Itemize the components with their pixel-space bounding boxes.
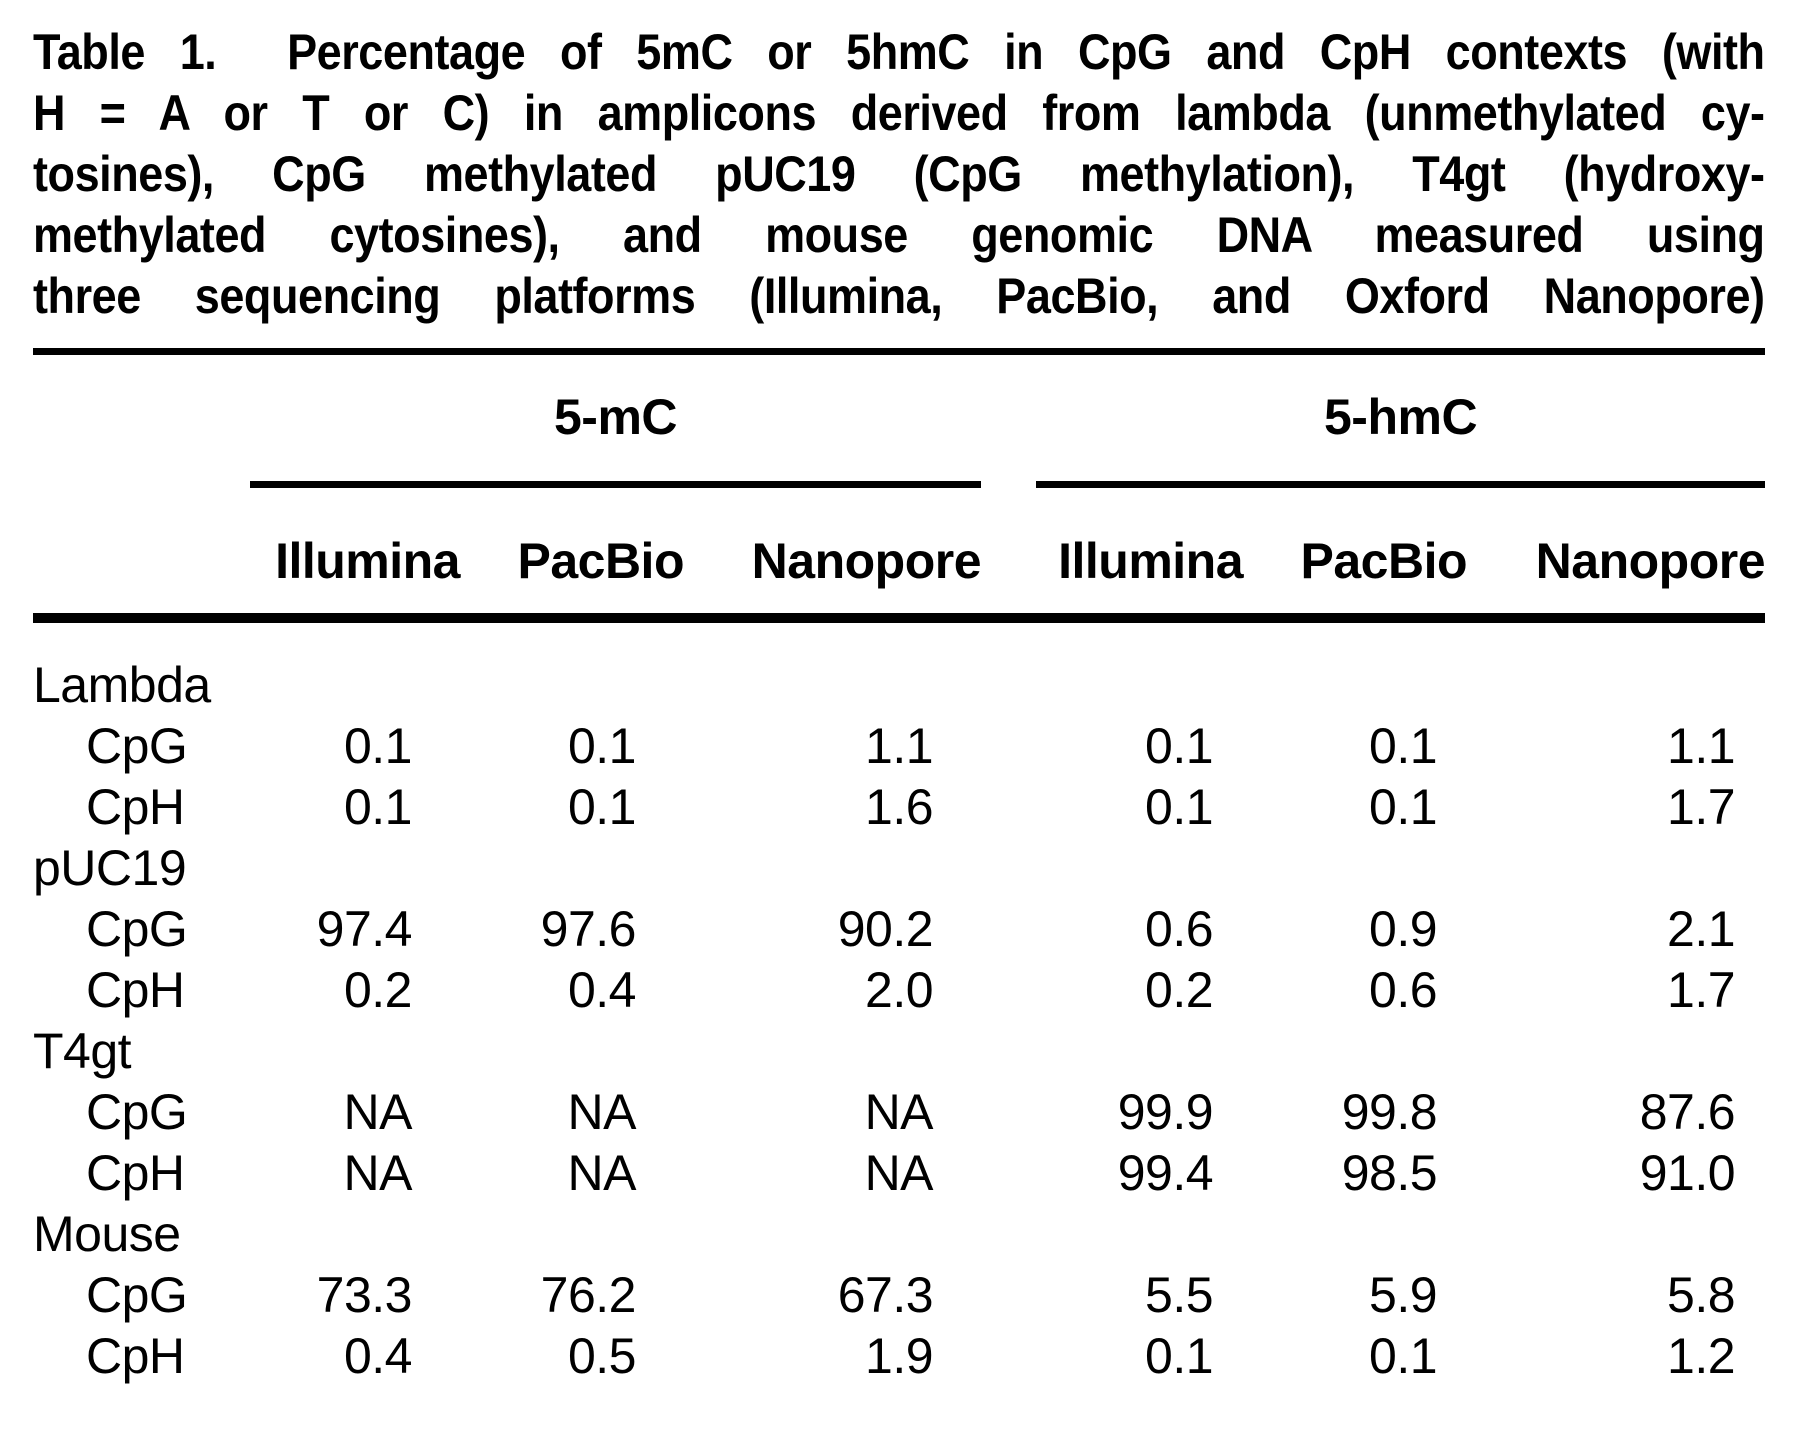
title-line-5: three sequencing platforms (Illumina, Pa… [33, 268, 1765, 324]
table-row-t4gt-cph: CpH NA NA NA 99.4 98.5 91.0 [33, 1143, 1765, 1204]
value-cell: 5.9 [1369, 1267, 1438, 1323]
column-header-illumina-5hmc: Illumina [981, 488, 1244, 623]
group-label-5mc: 5-mC [554, 389, 678, 445]
value-cell: 90.2 [837, 901, 934, 957]
row-context-label: CpH [86, 779, 185, 835]
table-row-t4gt-cpg: CpG NA NA NA 99.9 99.8 87.6 [33, 1082, 1765, 1143]
value-cell: 1.6 [865, 779, 934, 835]
value-cell: 2.1 [1667, 901, 1736, 957]
data-table: 5-mC 5-hmC Illumina PacBio Nanopore Illu… [33, 348, 1766, 1387]
value-cell: 99.9 [1117, 1084, 1214, 1140]
table-title: Table 1. Percentage of 5mC or 5hmC in Cp… [33, 22, 1765, 327]
value-cell: 0.4 [567, 962, 637, 1018]
value-cell: NA [567, 1084, 637, 1140]
column-header-pacbio-5mc: PacBio [460, 488, 685, 623]
column-header-illumina-5mc: Illumina [250, 488, 461, 623]
value-cell: 1.2 [1667, 1328, 1736, 1384]
column-header-row: Illumina PacBio Nanopore Illumina PacBio… [33, 488, 1766, 623]
title-line-1-text: Percentage of 5mC or 5hmC in CpG and CpH… [287, 24, 1765, 80]
value-cell: 76.2 [540, 1267, 637, 1323]
value-cell: 5.5 [1145, 1267, 1214, 1323]
value-cell: 0.4 [343, 1328, 413, 1384]
value-cell: 0.2 [1145, 962, 1214, 1018]
value-cell: 0.1 [567, 718, 637, 774]
table-row-lambda-cpg: CpG 0.1 0.1 1.1 0.1 0.1 1.1 [33, 716, 1765, 777]
value-cell: NA [343, 1145, 413, 1201]
value-cell: 1.7 [1667, 779, 1736, 835]
title-line-2: H = A or T or C) in amplicons derived fr… [33, 85, 1765, 141]
empty-header-cell [33, 488, 250, 623]
value-cell: 91.0 [1639, 1145, 1736, 1201]
row-label-column-header [33, 348, 250, 488]
row-group-label: Lambda [33, 657, 211, 713]
value-cell: 0.5 [567, 1328, 637, 1384]
column-header-nanopore-5mc: Nanopore [684, 488, 982, 623]
row-context-label: CpG [86, 718, 188, 774]
value-cell: 1.7 [1667, 962, 1736, 1018]
page: Table 1. Percentage of 5mC or 5hmC in Cp… [33, 22, 1766, 1387]
value-cell: NA [864, 1145, 934, 1201]
title-line-4: methylated cytosines), and mouse genomic… [33, 207, 1765, 263]
value-cell: 0.1 [343, 779, 413, 835]
value-cell: NA [343, 1084, 413, 1140]
value-cell: 0.6 [1145, 901, 1214, 957]
table-row-puc19-cpg: CpG 97.4 97.6 90.2 0.6 0.9 2.1 [33, 899, 1765, 960]
value-cell: NA [567, 1145, 637, 1201]
spanner-rule-5mc [250, 481, 982, 488]
value-cell: 97.4 [316, 901, 413, 957]
value-cell: 0.9 [1369, 901, 1438, 957]
value-cell: 73.3 [316, 1267, 413, 1323]
value-cell: 1.1 [1667, 718, 1736, 774]
column-header-nanopore-5hmc: Nanopore [1467, 488, 1766, 623]
group-label-5hmc: 5-hmC [1323, 389, 1478, 445]
group-header-5mc: 5-mC [250, 348, 982, 488]
title-line-1: Table 1. Percentage of 5mC or 5hmC in Cp… [33, 22, 1765, 83]
value-cell: 0.1 [1369, 1328, 1438, 1384]
value-cell: 0.2 [343, 962, 413, 1018]
value-cell: 0.1 [1145, 779, 1214, 835]
table-row-lambda-cph: CpH 0.1 0.1 1.6 0.1 0.1 1.7 [33, 777, 1765, 838]
group-header-row: 5-mC 5-hmC [33, 348, 1766, 488]
title-label: Table 1. [33, 24, 217, 80]
value-cell: 67.3 [837, 1267, 934, 1323]
group-header-5hmc: 5-hmC [981, 348, 1766, 488]
value-cell: 97.6 [540, 901, 637, 957]
value-cell: 87.6 [1639, 1084, 1736, 1140]
value-cell: 1.9 [865, 1328, 934, 1384]
value-cell: 5.8 [1667, 1267, 1736, 1323]
value-cell: 0.1 [1145, 1328, 1214, 1384]
column-header-pacbio-5hmc: PacBio [1243, 488, 1468, 623]
row-context-label: CpH [86, 1328, 185, 1384]
value-cell: 98.5 [1341, 1145, 1438, 1201]
table-row-mouse-cpg: CpG 73.3 76.2 67.3 5.5 5.9 5.8 [33, 1265, 1765, 1326]
row-group-label: T4gt [33, 1023, 132, 1079]
value-cell: 0.1 [1369, 718, 1438, 774]
table-row-group-t4gt: T4gt [33, 1021, 1765, 1082]
value-cell: NA [864, 1084, 934, 1140]
table-row-group-lambda: Lambda [33, 618, 1765, 716]
row-group-label: Mouse [33, 1206, 181, 1262]
value-cell: 99.8 [1341, 1084, 1438, 1140]
table-row-group-puc19: pUC19 [33, 838, 1765, 899]
table-row-group-mouse: Mouse [33, 1204, 1765, 1265]
value-cell: 0.6 [1369, 962, 1438, 1018]
value-cell: 99.4 [1117, 1145, 1214, 1201]
row-context-label: CpG [86, 1267, 188, 1323]
value-cell: 0.1 [343, 718, 413, 774]
row-context-label: CpH [86, 1145, 185, 1201]
row-context-label: CpH [86, 962, 185, 1018]
value-cell: 0.1 [1369, 779, 1438, 835]
value-cell: 2.0 [865, 962, 934, 1018]
value-cell: 0.1 [567, 779, 637, 835]
spanner-rule-5hmc [1036, 481, 1766, 488]
row-group-label: pUC19 [33, 840, 187, 896]
row-context-label: CpG [86, 1084, 188, 1140]
title-line-3: tosines), CpG methylated pUC19 (CpG meth… [33, 146, 1765, 202]
table-row-puc19-cph: CpH 0.2 0.4 2.0 0.2 0.6 1.7 [33, 960, 1765, 1021]
value-cell: 0.1 [1145, 718, 1214, 774]
value-cell: 1.1 [865, 718, 934, 774]
table-row-mouse-cph: CpH 0.4 0.5 1.9 0.1 0.1 1.2 [33, 1326, 1765, 1387]
row-context-label: CpG [86, 901, 188, 957]
